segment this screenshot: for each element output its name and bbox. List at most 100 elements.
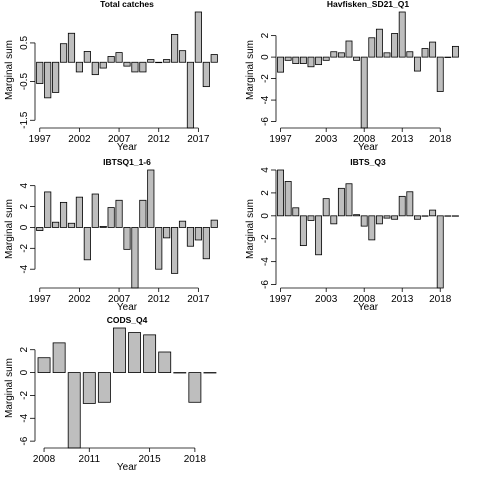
bar-2007 xyxy=(353,56,361,61)
bar-2014 xyxy=(171,34,179,63)
x-tick-label: 2003 xyxy=(315,134,338,145)
bar-2006 xyxy=(345,40,353,58)
bar-2010 xyxy=(139,61,147,73)
x-axis: 1997 2002 2007 2012 2017 xyxy=(29,127,210,145)
x-axis-label: Year xyxy=(117,462,138,473)
x-axis: 1997 2003 2008 2013 2018 xyxy=(269,127,452,145)
x-tick-label: 2018 xyxy=(429,294,452,305)
bar-2000 xyxy=(299,56,307,64)
bar-2003 xyxy=(322,198,330,217)
x-tick-label: 1997 xyxy=(29,134,52,145)
x-tick-label: 2007 xyxy=(108,134,131,145)
bar-2000 xyxy=(59,201,68,228)
bar-2005 xyxy=(337,187,345,217)
y-tick-label: -2 xyxy=(260,234,271,243)
bar-2018 xyxy=(436,56,444,92)
y-tick-label: -1.5 xyxy=(19,111,30,129)
y-axis-label: Marginal sum xyxy=(4,40,15,100)
y-tick-label: 4 xyxy=(19,182,30,188)
y-axis-label: Marginal sum xyxy=(4,199,15,259)
bar-2013 xyxy=(113,327,126,373)
bar-1997 xyxy=(36,227,44,231)
y-tick-label: 0 xyxy=(19,369,30,375)
y-tick-label: -0.5 xyxy=(19,73,30,91)
x-tick-label: 2011 xyxy=(79,454,101,465)
y-axis-label: Marginal sum xyxy=(245,40,256,100)
bar-2010 xyxy=(139,199,147,228)
y-tick-label: 0.5 xyxy=(19,36,30,50)
bar-1998 xyxy=(284,181,292,217)
bar-2018 xyxy=(188,372,202,403)
bar-2006 xyxy=(107,207,115,228)
bar-2009 xyxy=(52,342,66,373)
y-tick-label: -2 xyxy=(260,74,271,83)
x-tick-label: 2018 xyxy=(184,454,207,465)
bar-2011 xyxy=(383,215,391,219)
bar-2017 xyxy=(194,227,202,241)
y-tick-label: -6 xyxy=(260,280,271,289)
bar-2003 xyxy=(83,227,91,261)
y-tick-label: -2 xyxy=(19,391,30,400)
bar-2008 xyxy=(37,357,51,373)
panel-3: IBTSQ1_1-6 -4 -2 0 2 4 1997 2002 2007 2012 2017 Yea… xyxy=(4,157,218,313)
bar-1997 xyxy=(277,169,285,217)
y-axis: -1.5 -0.5 0.5 xyxy=(19,36,36,129)
bar-2012 xyxy=(391,215,399,220)
x-tick-label: 1997 xyxy=(269,134,292,145)
bar-2018 xyxy=(202,61,210,88)
x-axis-label: Year xyxy=(117,302,138,313)
x-tick-label: 1997 xyxy=(29,294,52,305)
x-tick-label: 1997 xyxy=(269,294,292,305)
bar-2005 xyxy=(99,61,107,69)
y-tick-label: -4 xyxy=(260,257,271,266)
bar-1999 xyxy=(52,221,60,228)
bar-2001 xyxy=(67,32,76,63)
bar-2002 xyxy=(315,215,323,256)
bar-2017 xyxy=(194,11,202,63)
chart-title: Havfisken_SD21_Q1 xyxy=(327,0,409,9)
bar-2002 xyxy=(315,56,323,66)
bar-1997 xyxy=(36,61,44,84)
x-tick-label: 2008 xyxy=(353,294,376,305)
bar-2004 xyxy=(330,51,338,58)
bar-2011 xyxy=(147,59,155,63)
chart-title: Total catches xyxy=(100,0,154,9)
bar-2016 xyxy=(421,48,429,58)
x-axis: 1997 2002 2007 2012 2017 xyxy=(29,287,210,305)
bar-group xyxy=(277,11,459,129)
x-axis: 2008 2011 2015 2018 xyxy=(33,447,207,465)
chart-title: CODS_Q4 xyxy=(107,315,148,325)
bar-1997 xyxy=(277,56,285,73)
y-tick-label: -4 xyxy=(19,264,30,273)
bar-2020 xyxy=(451,45,459,58)
y-axis: -6 -4 -2 0 2 xyxy=(19,346,36,446)
bar-2009 xyxy=(131,61,139,73)
bar-2002 xyxy=(75,196,83,228)
x-axis-label: Year xyxy=(358,302,379,313)
bar-1998 xyxy=(44,61,52,99)
bar-1999 xyxy=(292,207,300,217)
bar-2001 xyxy=(307,215,315,221)
bar-2015 xyxy=(413,56,421,72)
x-tick-label: 2012 xyxy=(148,134,171,145)
x-axis: 1997 2003 2008 2013 2018 xyxy=(269,287,452,305)
y-axis: -6 -4 -2 0 2 4 xyxy=(260,167,277,289)
bar-2007 xyxy=(115,52,123,63)
bar-1999 xyxy=(52,61,60,93)
bar-2004 xyxy=(91,61,99,76)
bar-2016 xyxy=(186,61,195,129)
bar-2009 xyxy=(368,37,376,58)
bar-2008 xyxy=(360,215,368,227)
bar-2006 xyxy=(345,183,353,217)
bar-group xyxy=(277,169,459,289)
panel-4: IBTS_Q3 -6 -4 -2 0 2 4 1997 2003 2008 2013 2018 Year… xyxy=(245,157,459,313)
y-tick-label: 0 xyxy=(260,54,271,60)
x-tick-label: 2012 xyxy=(148,294,171,305)
bar-2017 xyxy=(429,41,437,58)
bar-2015 xyxy=(178,220,187,228)
bar-2008 xyxy=(123,227,131,250)
bar-2017 xyxy=(429,209,437,217)
panel-2: Havfisken_SD21_Q1 -6 -4 -2 0 2 1997 2003 2008 201… xyxy=(245,0,459,153)
bar-2018 xyxy=(436,215,444,289)
bar-2000 xyxy=(59,43,68,63)
